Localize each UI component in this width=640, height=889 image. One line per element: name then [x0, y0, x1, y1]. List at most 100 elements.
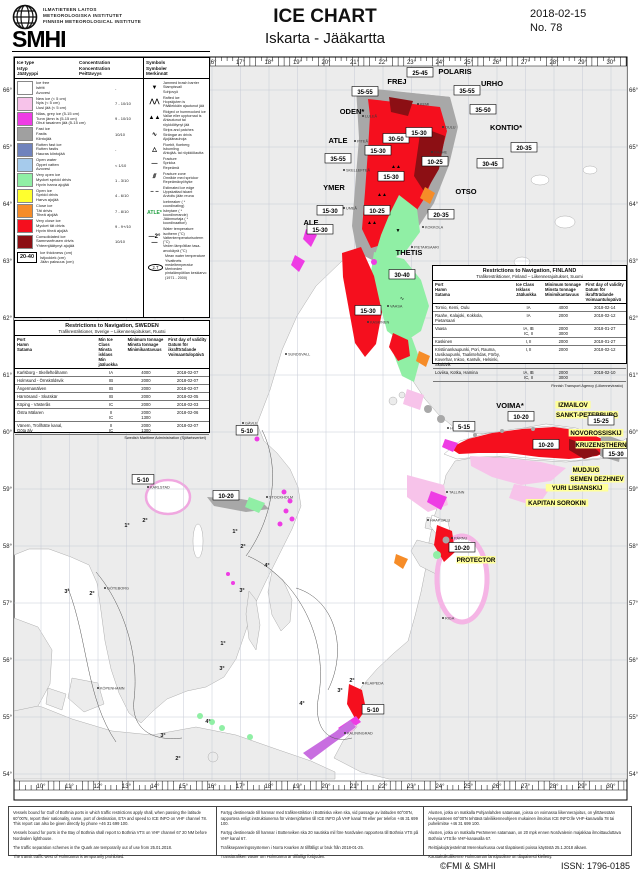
legend-symbol-row: ∿ Strips and patches Strängar av drivis Ajo…	[146, 128, 207, 141]
finland-table-cell: 2018-02-10	[583, 369, 626, 382]
symbol-glyph-icon: ATLE*	[147, 209, 162, 216]
legend-ice-type-header: Ice type Istyp Jäätyyppi	[17, 60, 39, 77]
isotherm-value-label: 3°	[160, 733, 165, 739]
very-open-ice-bay	[375, 195, 420, 261]
legend-thickness-row: 20-40 Ice thickness (cm) Istjocklek (cm) Jä…	[17, 250, 141, 265]
finland-table-cell: 2000	[542, 346, 584, 369]
latitude-label-right: 65°	[629, 145, 639, 151]
longitude-label-bottom: 29°	[578, 784, 588, 790]
ice-color-swatch	[17, 234, 33, 249]
latitude-label-right: 66°	[629, 88, 639, 94]
nilas-vastervik-2	[231, 581, 235, 585]
consolidated-ice-1	[389, 97, 413, 116]
symbol-label: Water temperature isotherm (°C) Vattentem…	[163, 227, 204, 253]
ice-type-label: Nilas, grey ice (5-15 cm) Tunn jämn is (5…	[36, 110, 86, 126]
ice-symbol-mark: ▼	[396, 228, 401, 234]
legend-ice-row: Ice free Isfritt Avovesi -	[17, 80, 141, 96]
finland-table-cell: 2018-01-27	[583, 338, 626, 346]
longitude-label-bottom: 20°	[321, 784, 331, 790]
legend-ice-row: Consolidated ice Sammanfrusen drivis Yhtee…	[17, 234, 141, 249]
symbol-label: Estimated ice edge Uppskattad iskant Arvio…	[163, 185, 195, 199]
sweden-table-cell: Karlsborg - Skellefteåhamn	[15, 369, 97, 377]
legend-ice-row: Nilas, grey ice (5-15 cm) Tunn jämn is (5…	[17, 110, 141, 126]
ice-color-swatch	[17, 111, 33, 126]
isotherm-curve-2	[67, 587, 117, 743]
malaren-very-open	[245, 497, 265, 513]
sweden-table-grid: Port Hamn Satama Min Ice Class Minsta isklas…	[15, 336, 209, 435]
finland-table-cell: 2018-01-27	[583, 325, 626, 338]
ice-concentration-value: 4 - 6/10	[115, 193, 129, 199]
legend-symbols-header: Symbols Symboler Merkinnät	[146, 60, 168, 77]
copyright: ©FMI & SMHI	[440, 861, 496, 871]
sweden-table-header-cell: Port Hamn Satama	[15, 336, 97, 369]
sweden-table-cell: 2000 1300	[125, 422, 167, 435]
thickness-box	[453, 85, 481, 96]
city-label: UMEÅ	[346, 206, 357, 211]
very-open-german-3	[219, 725, 225, 731]
legend-symbol-row: ▲▲ Ridged or hummocked ice Vallar eller up…	[146, 110, 207, 127]
longitude-label-top: 23°	[407, 60, 417, 66]
island-gotland	[267, 570, 293, 632]
longitude-label-bottom: 28°	[549, 784, 559, 790]
symbol-label: Ridged or hummocked ice Vallar eller uppt…	[163, 109, 206, 127]
longitude-label-top: 24°	[435, 60, 445, 66]
finland-table-cell: 4000	[542, 304, 584, 312]
finland-table-cell: IA, IB IC, II	[514, 325, 543, 338]
icebreaker-label: ATLE	[328, 136, 347, 145]
latitude-label-left: 54°	[3, 772, 13, 778]
riga-new-ice-ring	[434, 533, 490, 625]
icebreaker-highlight	[575, 441, 627, 449]
thickness-sample-box: 20-40	[17, 252, 37, 264]
page-subtitle: Iskarta - Jääkartta	[264, 30, 386, 47]
thickness-box	[507, 411, 535, 422]
city-labels: LULEÅ PITEÅ SKELLEFTEÅ UMEÅ KEMI OULU RAAHE KOK…	[97, 103, 575, 736]
thickness-box	[382, 133, 410, 144]
icebreaker-label-highlighted: MUDJUG	[573, 467, 600, 474]
thickness-box	[351, 86, 379, 97]
longitude-label-bottom: 15°	[179, 784, 189, 790]
city-dot	[343, 207, 345, 209]
city-dot	[362, 682, 364, 684]
issn: ISSN: 1796-0185	[560, 861, 630, 871]
sweden-table-cell: 2000 1300	[125, 409, 167, 422]
icebreaker-label: THETIS	[396, 248, 423, 257]
finland-table-cell: Tornio, Kemi, Oulu	[433, 304, 515, 312]
legend-ice-row: Close ice Tät drivis Tiheä ajojää 7 - 8/10	[17, 203, 141, 219]
isotherm-value-label: 1°	[220, 641, 225, 647]
thickness-value: 35-55	[330, 157, 346, 163]
finland-table-cell: Kristiinankaupunki, Pori, Rauma, Uusikaup…	[433, 346, 515, 369]
symbol-glyph-icon: 2.T	[148, 263, 163, 271]
icebreaker-label-highlighted: SEMEN DEZHNEV	[570, 476, 624, 483]
ice-symbol-mark: ▲▲	[391, 164, 401, 170]
sweden-table-cell: Östra Mälaren	[15, 409, 97, 422]
symbol-glyph-icon: ⫻	[152, 174, 157, 181]
thickness-box	[364, 145, 392, 156]
symbol-glyph-icon: ▲▲	[148, 115, 161, 122]
finland-table-header-cell: Minimum tonnage Minsta tonnage Minimikanta…	[542, 281, 584, 304]
sweden-table-subtitle: Trafikrestriktioner, Sverige – Liikenner…	[15, 329, 209, 336]
isotherm-value-label: 3°	[337, 688, 342, 694]
sweden-table-cell: Vänern, Trollhätte kanal, Göta älv	[15, 422, 97, 435]
ice-concentration-value: 10/10	[115, 239, 126, 245]
isotherm-curve-1	[95, 571, 183, 739]
thickness-value: 5-15	[458, 425, 471, 431]
latitude-label-left: 58°	[3, 544, 13, 550]
legend-ice-row: Fast ice Fastis Kiintojää 10/10	[17, 127, 141, 142]
sweden-table-cell: 2018-02-07	[166, 377, 209, 385]
thickness-box	[532, 439, 560, 450]
longitude-label-bottom: 13°	[122, 784, 132, 790]
symbol-glyph-icon: —2°—	[148, 234, 161, 247]
city-dot	[367, 321, 369, 323]
footer-column: Vessels bound for Gulf of Bothnia ports …	[9, 807, 217, 859]
city-label: GÖTEBORG	[107, 587, 129, 591]
thickness-value: 15-30	[383, 175, 399, 181]
finland-table-cell: IA, IB IC, II	[514, 369, 543, 382]
legend-ice-row: Rotten fast ice Rutten fastis Hauras kiint…	[17, 142, 141, 157]
legend-panel: Ice type Istyp Jäätyyppi Concentration Konc…	[14, 57, 210, 318]
sweden-table-cell: 2018-02-07	[166, 369, 209, 377]
city-dot	[427, 519, 429, 521]
thickness-value: 15-30	[608, 452, 624, 458]
latitude-label-left: 56°	[3, 658, 13, 664]
legend-symbol-row: ATLE* Icebreaker ( * coordinating) Isbryta…	[146, 200, 207, 226]
city-dot	[242, 422, 244, 424]
